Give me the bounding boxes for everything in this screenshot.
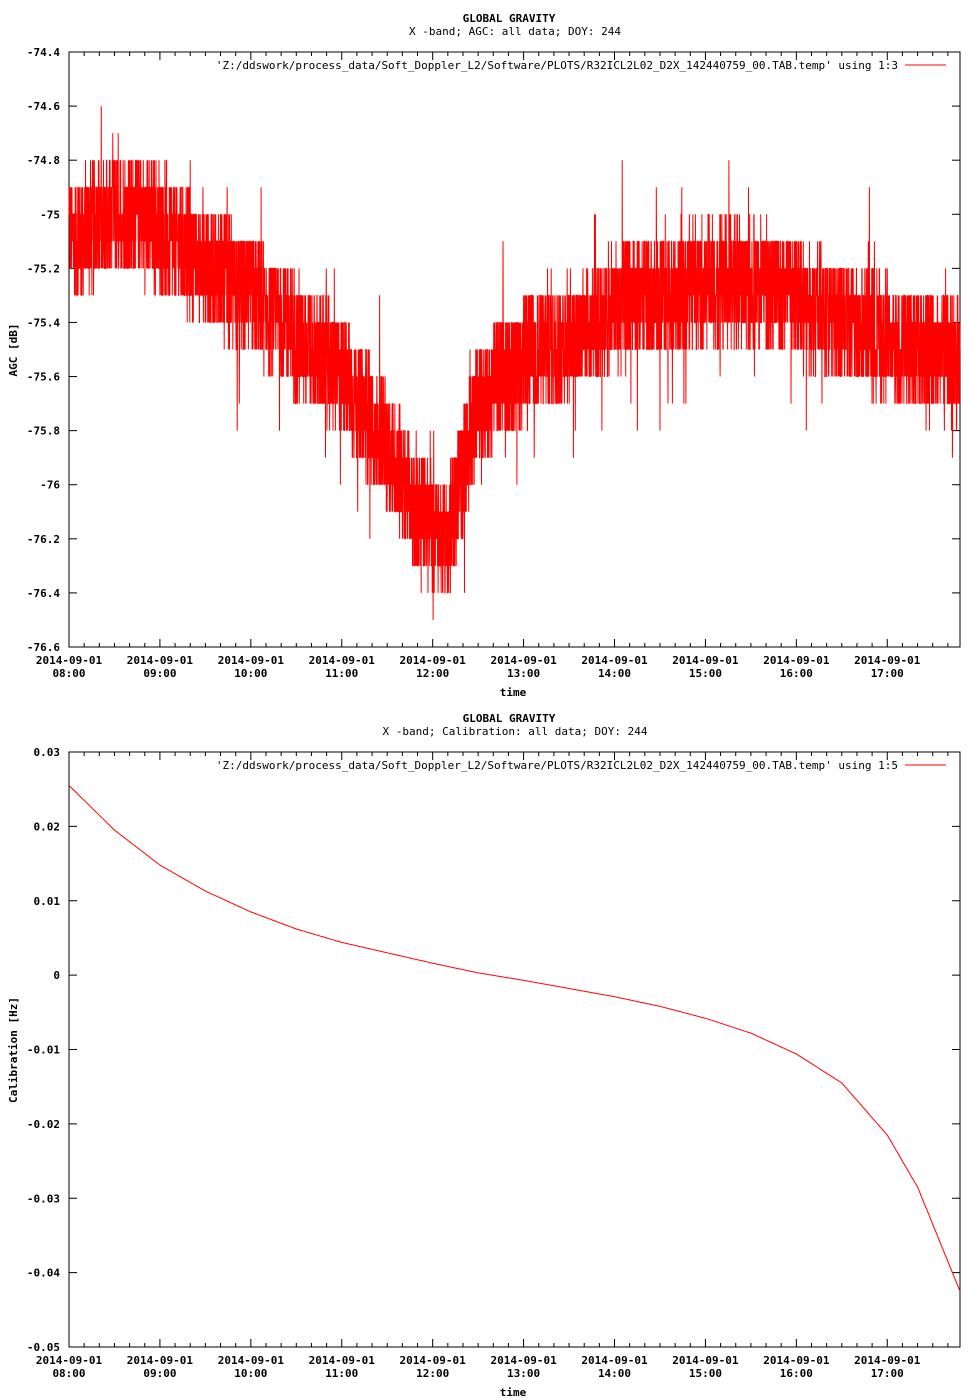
x-tick-label-date: 2014-09-01 — [127, 654, 194, 667]
x-tick-label-date: 2014-09-01 — [127, 1354, 194, 1367]
x-tick-label-time: 15:00 — [689, 667, 722, 680]
y-tick-label: -0.03 — [27, 1192, 60, 1205]
y-tick-label: -76.6 — [27, 641, 60, 654]
x-tick-label-date: 2014-09-01 — [36, 654, 103, 667]
y-tick-label: -0.04 — [27, 1267, 60, 1280]
x-tick-label-date: 2014-09-01 — [763, 1354, 830, 1367]
x-tick-label-date: 2014-09-01 — [309, 654, 376, 667]
x-tick-label-time: 09:00 — [143, 1367, 176, 1380]
x-tick-label-time: 17:00 — [871, 667, 904, 680]
y-tick-label: -75.6 — [27, 371, 60, 384]
x-tick-label-time: 12:00 — [416, 667, 449, 680]
x-tick-label-date: 2014-09-01 — [36, 1354, 103, 1367]
y-tick-label: -75 — [40, 208, 60, 221]
x-tick-label-date: 2014-09-01 — [854, 1354, 921, 1367]
x-tick-label-date: 2014-09-01 — [854, 654, 921, 667]
x-tick-label-time: 16:00 — [780, 667, 813, 680]
x-tick-label-date: 2014-09-01 — [218, 1354, 285, 1367]
y-tick-label: -76.4 — [27, 587, 60, 600]
agc-chart-title: GLOBAL GRAVITY — [463, 12, 556, 25]
calibration-chart-title: GLOBAL GRAVITY — [463, 712, 556, 725]
calibration-chart: GLOBAL GRAVITY X -band; Calibration: all… — [7, 712, 961, 1399]
y-tick-label: -74.8 — [27, 154, 60, 167]
y-tick-label: -0.01 — [27, 1044, 60, 1057]
x-tick-label-date: 2014-09-01 — [490, 654, 557, 667]
x-tick-label-date: 2014-09-01 — [400, 1354, 467, 1367]
x-tick-label-time: 14:00 — [598, 667, 631, 680]
agc-y-axis-label: AGC [dB] — [7, 324, 20, 377]
x-tick-label-date: 2014-09-01 — [763, 654, 830, 667]
agc-chart-subtitle: X -band; AGC: all data; DOY: 244 — [409, 25, 621, 38]
x-tick-label-time: 10:00 — [234, 1367, 267, 1380]
x-tick-label-time: 17:00 — [871, 1367, 904, 1380]
y-tick-label: -76 — [40, 479, 60, 492]
y-tick-label: -0.05 — [27, 1341, 60, 1354]
x-tick-label-date: 2014-09-01 — [581, 1354, 648, 1367]
calibration-y-axis-label: Calibration [Hz] — [7, 997, 20, 1103]
x-tick-label-date: 2014-09-01 — [490, 1354, 557, 1367]
y-tick-label: -74.4 — [27, 46, 60, 59]
x-tick-label-time: 11:00 — [325, 1367, 358, 1380]
x-tick-label-time: 12:00 — [416, 1367, 449, 1380]
calibration-x-axis-label: time — [500, 1386, 527, 1399]
y-tick-label: 0 — [53, 969, 60, 982]
x-tick-label-time: 11:00 — [325, 667, 358, 680]
x-tick-label-date: 2014-09-01 — [672, 654, 739, 667]
agc-chart: GLOBAL GRAVITY X -band; AGC: all data; D… — [7, 12, 961, 699]
x-tick-label-time: 08:00 — [52, 667, 85, 680]
calibration-legend-label: 'Z:/ddswork/process_data/Soft_Doppler_L2… — [216, 759, 898, 772]
x-tick-label-time: 13:00 — [507, 1367, 540, 1380]
x-tick-label-time: 15:00 — [689, 1367, 722, 1380]
y-tick-label: 0.02 — [34, 820, 61, 833]
x-tick-label-date: 2014-09-01 — [218, 654, 285, 667]
y-tick-label: -75.4 — [27, 316, 60, 329]
x-tick-label-date: 2014-09-01 — [672, 1354, 739, 1367]
y-tick-label: -0.02 — [27, 1118, 60, 1131]
x-tick-label-time: 09:00 — [143, 667, 176, 680]
y-tick-label: -76.2 — [27, 533, 60, 546]
x-tick-label-time: 08:00 — [52, 1367, 85, 1380]
agc-series-line — [68, 106, 961, 621]
x-tick-label-time: 10:00 — [234, 667, 267, 680]
y-tick-label: -75.8 — [27, 425, 60, 438]
x-tick-label-time: 16:00 — [780, 1367, 813, 1380]
agc-legend-label: 'Z:/ddswork/process_data/Soft_Doppler_L2… — [216, 59, 898, 72]
agc-axes: -74.4 -74.6 -74.8 -75 -75.2 -75.4 -75.6 -75.8 -7… — [27, 46, 960, 680]
x-tick-label-date: 2014-09-01 — [581, 654, 648, 667]
calibration-chart-subtitle: X -band; Calibration: all data; DOY: 244 — [383, 725, 648, 738]
x-tick-label-time: 14:00 — [598, 1367, 631, 1380]
y-tick-label: 0.01 — [34, 895, 61, 908]
calibration-axes: 0.030.020.010-0.01-0.02-0.03-0.04-0.0520… — [27, 746, 960, 1380]
calibration-series-line — [68, 785, 961, 1292]
y-tick-label: -74.6 — [27, 100, 60, 113]
y-tick-label: -75.2 — [27, 262, 60, 275]
x-tick-label-date: 2014-09-01 — [400, 654, 467, 667]
agc-x-axis-label: time — [500, 686, 527, 699]
x-tick-label-time: 13:00 — [507, 667, 540, 680]
x-tick-label-date: 2014-09-01 — [309, 1354, 376, 1367]
y-tick-label: 0.03 — [34, 746, 61, 759]
